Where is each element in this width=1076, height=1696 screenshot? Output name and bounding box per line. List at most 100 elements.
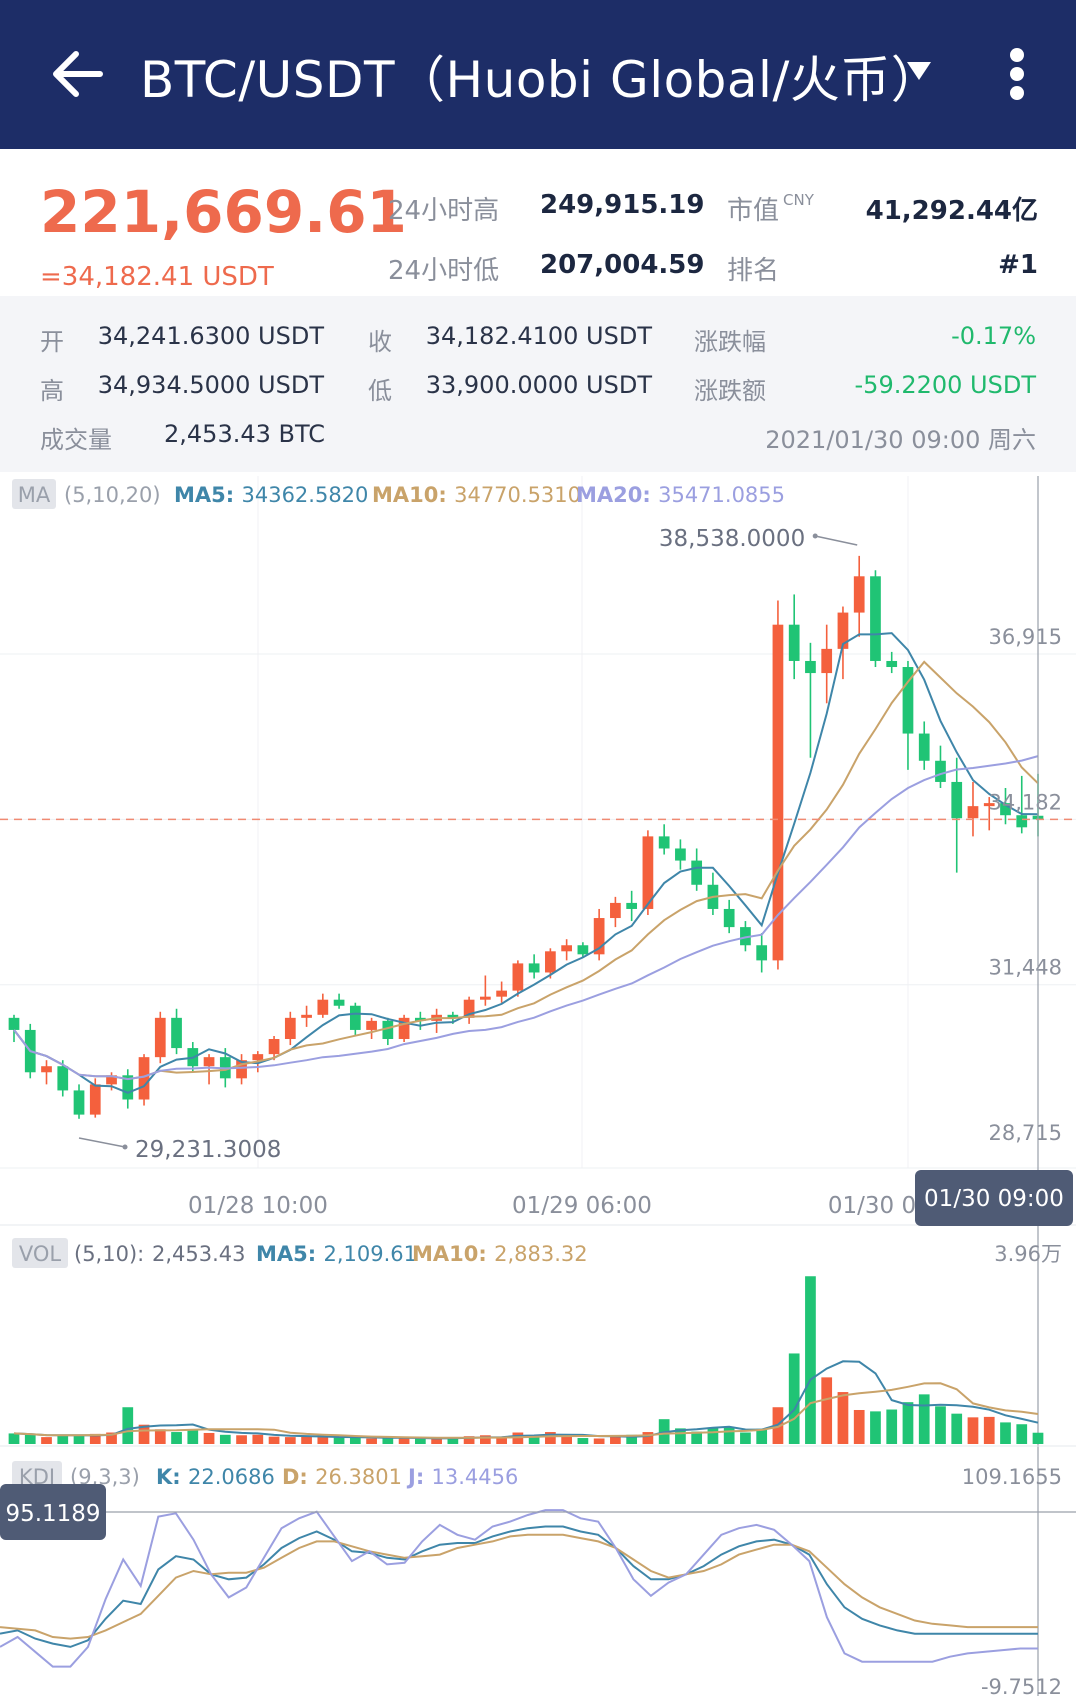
volume-bar xyxy=(626,1434,638,1444)
time-axis-tick: 01/29 06:00 xyxy=(512,1193,652,1219)
rank-value: #1 xyxy=(998,250,1038,280)
candle xyxy=(8,1017,20,1030)
candle xyxy=(935,760,946,782)
price-axis-tick: 28,715 xyxy=(989,1121,1062,1145)
candle xyxy=(317,999,329,1015)
volume-bar xyxy=(57,1435,69,1444)
candle xyxy=(788,624,800,661)
market-cap-value: 41,292.44亿 xyxy=(865,196,1038,226)
candle xyxy=(512,963,524,991)
volume-bar xyxy=(610,1436,621,1444)
candle xyxy=(642,836,654,909)
kdj-axis-tick-top: 109.1655 xyxy=(962,1465,1062,1489)
volume-bar xyxy=(89,1433,101,1444)
volume-bar xyxy=(675,1428,686,1444)
currency-unit: CNY xyxy=(783,191,814,209)
kdj-legend-item: J: 13.4456 xyxy=(406,1465,518,1489)
volume-bar xyxy=(983,1416,995,1444)
volume-bar xyxy=(707,1427,719,1444)
rank-label: 排名 xyxy=(727,256,780,286)
candle xyxy=(853,576,865,613)
volume-bar xyxy=(805,1276,816,1444)
high-24h-value: 249,915.19 xyxy=(540,190,705,220)
current-price: 221,669.61 xyxy=(40,178,407,246)
low-annotation: 29,231.3008 xyxy=(135,1137,281,1163)
crosshair-value-bg xyxy=(0,1484,106,1540)
volume-bar xyxy=(870,1411,881,1444)
candle xyxy=(951,781,963,819)
volume-bar xyxy=(788,1353,800,1444)
volume-bar xyxy=(41,1437,52,1444)
market-cap-label: 市值 CNY xyxy=(727,191,814,226)
change-amount-value: -59.2200 USDT xyxy=(854,371,1036,399)
time-axis-tick: 01/28 10:00 xyxy=(188,1193,328,1219)
volume-bar xyxy=(886,1409,898,1444)
kdj-j-line xyxy=(0,1509,1038,1668)
volume-bar xyxy=(106,1432,117,1444)
kdj-legend-item: K: 22.0686 xyxy=(156,1465,275,1489)
change-pct-value: -0.17% xyxy=(951,322,1036,350)
volume-bar xyxy=(24,1434,36,1444)
low-annotation-dot xyxy=(122,1144,128,1150)
volume-bar xyxy=(138,1424,150,1444)
ma-tag: MA xyxy=(18,483,51,507)
ma10-line xyxy=(13,660,1039,1081)
dropdown-triangle-icon[interactable] xyxy=(905,60,933,82)
ma20-line xyxy=(13,755,1039,1081)
high-value: 34,934.5000 USDT xyxy=(97,371,324,399)
candle xyxy=(983,803,995,807)
candle xyxy=(1016,815,1028,828)
candle xyxy=(89,1084,101,1115)
volume-bar xyxy=(187,1429,199,1444)
volume-bar xyxy=(154,1429,166,1444)
more-options-icon[interactable] xyxy=(1002,46,1032,102)
back-arrow-icon[interactable] xyxy=(50,38,106,110)
close-value: 34,182.4100 USDT xyxy=(425,322,652,350)
volume-bar xyxy=(740,1432,751,1444)
candle xyxy=(561,945,572,952)
candle xyxy=(236,1060,247,1079)
candlestick-series xyxy=(8,555,1044,1119)
page-title[interactable]: BTC/USDT（Huobi Global/火币） xyxy=(140,51,942,109)
candle xyxy=(756,945,768,961)
open-label: 开 xyxy=(40,328,64,356)
volume-bar xyxy=(512,1432,524,1444)
volume-bar xyxy=(203,1432,215,1444)
volume-bar xyxy=(171,1432,182,1444)
candle xyxy=(593,918,605,955)
low-annotation-leader xyxy=(78,1137,126,1148)
datetime: 2021/01/30 09:00 周六 xyxy=(765,426,1036,454)
volume-bar xyxy=(545,1432,556,1444)
candle xyxy=(723,908,735,928)
volume-bar xyxy=(463,1436,475,1444)
candle xyxy=(382,1020,394,1040)
candle xyxy=(805,660,816,674)
volume-bar xyxy=(967,1417,979,1444)
vol-ma5-line xyxy=(13,1360,1039,1440)
candle xyxy=(398,1017,410,1040)
candle xyxy=(73,1090,85,1115)
candle xyxy=(138,1057,150,1100)
kdj-k-line xyxy=(0,1525,1038,1648)
candle xyxy=(837,612,849,649)
vol-tag-bg xyxy=(12,1238,68,1268)
volume-bar xyxy=(691,1431,703,1444)
volume-bar xyxy=(528,1435,540,1444)
price-in-usdt: =34,182.41 USDT xyxy=(40,262,274,292)
vol-params: (5,10): xyxy=(74,1242,144,1266)
candle xyxy=(480,996,491,1000)
volume-bar xyxy=(837,1392,849,1444)
volume-series xyxy=(8,1276,1044,1444)
price-axis-tick: 34,182 xyxy=(989,790,1062,814)
volume-bar xyxy=(122,1407,134,1444)
volume-bar xyxy=(349,1437,361,1444)
volume-bar xyxy=(431,1438,442,1444)
kdj-d-line xyxy=(0,1533,1038,1640)
candle xyxy=(284,1017,296,1040)
candle xyxy=(902,667,914,734)
volume-bar xyxy=(642,1432,654,1444)
candle xyxy=(106,1075,117,1085)
volume-bar xyxy=(73,1435,85,1444)
